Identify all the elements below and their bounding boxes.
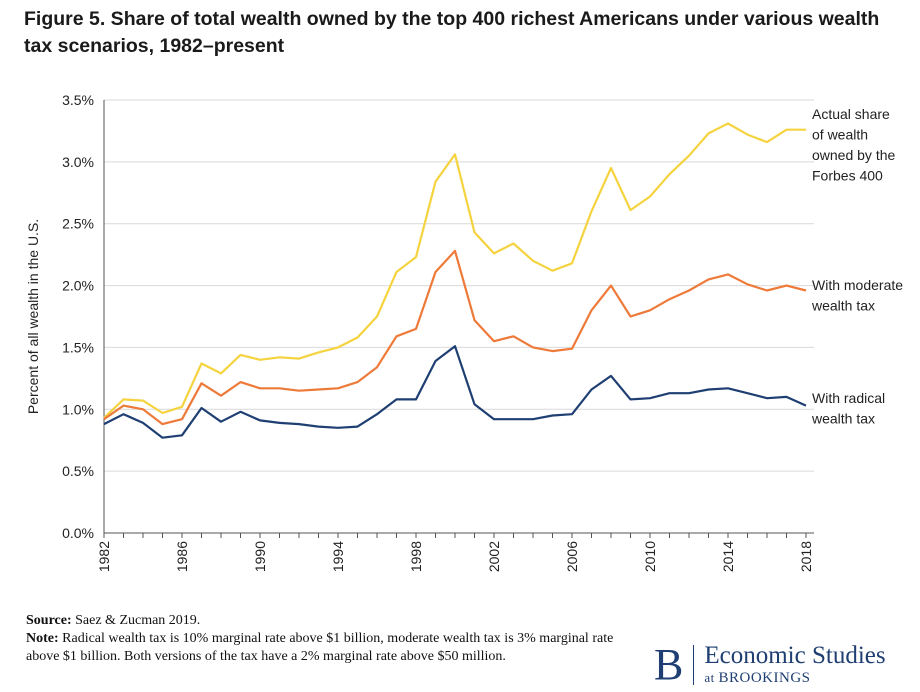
series-label-line: owned by the: [812, 147, 895, 163]
series-line: [103, 345, 807, 439]
series-label: Actual share of wealth owned by the Forbes …: [812, 106, 895, 184]
y-tick-label: 2.5%: [62, 216, 94, 232]
x-tick-label: 2006: [564, 541, 580, 572]
series-label: With moderate wealth tax: [811, 277, 903, 314]
source-label: Source:: [26, 613, 72, 628]
series-line: [103, 122, 806, 419]
y-tick-label: 0.0%: [62, 525, 94, 541]
brand-letter: B: [654, 640, 684, 689]
line-chart: 0.0% 0.5% 1.0% 1.5% 2.0% 2.5% 3.0% 3.5% 1982 1986…: [25, 92, 903, 572]
note-label: Note:: [26, 631, 59, 646]
brand-sub-prefix: at: [704, 670, 715, 685]
y-tick-label: 3.5%: [62, 92, 94, 108]
series-label-line: of wealth: [812, 127, 868, 143]
brand-sub: at BROOKINGS: [704, 669, 885, 687]
y-tick-label: 3.0%: [62, 154, 94, 170]
x-tick-label: 1986: [174, 541, 190, 572]
series-label: With radical wealth tax: [811, 390, 885, 427]
y-axis-title: Percent of all wealth in the U.S.: [25, 219, 41, 414]
source-line: Source: Saez & Zucman 2019.: [26, 612, 616, 630]
series-line: [103, 249, 807, 426]
series-label-line: wealth tax: [811, 411, 875, 427]
x-tick-label: 2018: [798, 541, 814, 572]
brookings-logo: B Economic Studies at BROOKINGS: [654, 642, 886, 688]
x-tick-label: 1990: [252, 541, 268, 572]
x-tick-label: 1982: [96, 541, 112, 572]
series-label-line: wealth tax: [811, 298, 875, 314]
series-label-line: Forbes 400: [812, 168, 883, 184]
y-tick-label: 2.0%: [62, 278, 94, 294]
footnotes: Source: Saez & Zucman 2019. Note: Radica…: [26, 612, 616, 666]
y-tick-label: 0.5%: [62, 463, 94, 479]
brand-divider: [693, 645, 695, 685]
x-tick-label: 2010: [642, 541, 658, 572]
y-tick-label: 1.0%: [62, 401, 94, 417]
x-tick-label: 2014: [720, 541, 736, 572]
series-label-line: With radical: [812, 390, 885, 406]
note-line: Note: Radical wealth tax is 10% marginal…: [26, 630, 616, 666]
brand-name: Economic Studies: [704, 642, 886, 669]
note-text: Radical wealth tax is 10% marginal rate …: [26, 631, 614, 664]
y-tick-label: 1.5%: [62, 339, 94, 355]
series-label-line: With moderate: [812, 277, 903, 293]
x-tick-label: 1994: [330, 541, 346, 572]
x-tick-label: 2002: [486, 541, 502, 572]
series-label-line: Actual share: [812, 106, 890, 122]
chart-title: Figure 5. Share of total wealth owned by…: [24, 8, 880, 57]
x-tick-label: 1998: [408, 541, 424, 572]
source-text: Saez & Zucman 2019.: [71, 613, 201, 628]
brand-sub-name: BROOKINGS: [718, 670, 811, 686]
